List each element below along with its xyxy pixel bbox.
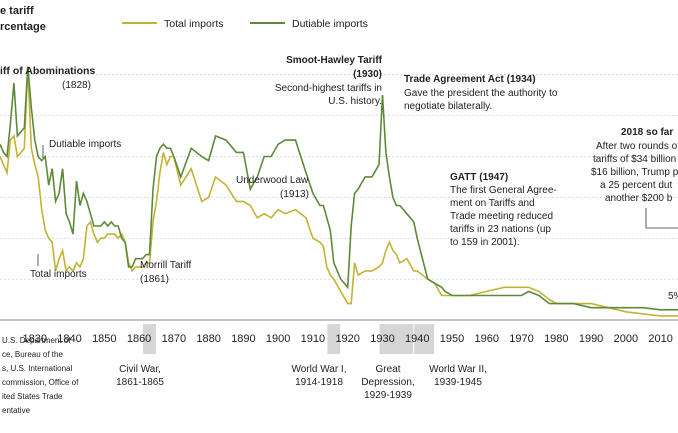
annotation-total-label: Total imports <box>30 269 87 280</box>
source-line-2: ce, Bureau of the <box>2 350 63 359</box>
x-tick-label: 1990 <box>579 333 603 345</box>
period-ww1-line1: World War I, <box>291 364 346 375</box>
shaded-period-1 <box>327 324 341 354</box>
annotation-2018-desc4: a 25 percent dut <box>600 180 672 191</box>
x-tick-label: 1870 <box>162 333 186 345</box>
annotation-smoot-desc2: U.S. history. <box>328 96 382 107</box>
period-depression-line2: Depression, <box>361 377 414 388</box>
x-tick-label: 1960 <box>475 333 499 345</box>
annotation-gatt-desc2: ment on Tariffs and <box>450 198 535 209</box>
annotation-abominations-year: (1828) <box>62 80 91 91</box>
annotation-2018-desc1: After two rounds of <box>596 141 678 152</box>
x-tick-label: 1830 <box>23 333 47 345</box>
period-ww1-line2: 1914-1918 <box>295 377 343 388</box>
period-civil-war-line2: 1861-1865 <box>116 377 164 388</box>
x-tick-label: 1950 <box>440 333 464 345</box>
x-tick-label: 1930 <box>370 333 394 345</box>
annotation-gatt-desc1: The first General Agree- <box>450 185 557 196</box>
x-tick-label: 1910 <box>301 333 325 345</box>
annotation-2018-desc5: another $200 b <box>605 193 673 204</box>
period-ww2-line2: 1939-1945 <box>434 377 482 388</box>
legend-total-label: Total imports <box>164 18 224 30</box>
x-tick-label: 1850 <box>92 333 116 345</box>
annotation-end-percent: 5% <box>668 291 678 302</box>
x-tick-label: 1970 <box>509 333 533 345</box>
annotation-gatt-title: GATT (1947) <box>450 172 508 183</box>
annotation-dutiable-label: Dutiable imports <box>49 139 121 150</box>
series-dutiable-imports-line <box>0 66 678 311</box>
annotation-smoot-year: (1930) <box>353 69 382 80</box>
period-depression-line1: Great <box>375 364 400 375</box>
shaded-period-3 <box>414 324 435 354</box>
annotation-gatt-desc3: Trade meeting reduced <box>450 211 553 222</box>
x-tick-label: 1890 <box>231 333 255 345</box>
shaded-period-2 <box>379 324 414 354</box>
x-tick-label: 2010 <box>648 333 672 345</box>
legend-dutiable-label: Dutiable imports <box>292 18 368 30</box>
shaded-period-0 <box>143 324 156 354</box>
x-tick-label: 1940 <box>405 333 429 345</box>
annotation-2018-leader <box>645 208 678 229</box>
x-tick-label: 1900 <box>266 333 290 345</box>
annotation-smoot-desc1: Second-highest tariffs in <box>275 83 382 94</box>
source-line-5: ited States Trade <box>2 392 63 401</box>
source-line-4: commission, Office of <box>2 378 79 387</box>
x-tick-label: 1920 <box>335 333 359 345</box>
annotation-underwood-line1: Underwood Law <box>236 175 309 186</box>
annotation-gatt-desc5: to 159 in 2001). <box>450 237 520 248</box>
chart-title-line-2: rcentage <box>0 21 46 33</box>
period-depression-line3: 1929-1939 <box>364 390 412 401</box>
annotation-2018-desc3: $16 billion, Trump p <box>591 167 678 178</box>
annotation-taa-desc2: negotiate bilaterally. <box>404 101 492 112</box>
x-tick-label: 1840 <box>57 333 81 345</box>
annotation-morrill-line2: (1861) <box>140 274 169 285</box>
chart-title-line-1: e tariff <box>0 5 34 17</box>
x-tick-label: 1880 <box>196 333 220 345</box>
annotation-abominations-title: iff of Abominations <box>0 65 95 77</box>
annotation-2018-title: 2018 so far <box>621 127 673 138</box>
annotation-smoot-title: Smoot-Hawley Tariff <box>286 55 383 66</box>
source-line-3: s, U.S. International <box>2 364 72 373</box>
source-line-1: U.S. Department of <box>2 336 71 345</box>
source-line-6: entative <box>2 406 31 415</box>
annotation-2018-desc2: tariffs of $34 billion <box>593 154 676 165</box>
annotation-underwood-line2: (1913) <box>280 189 309 200</box>
x-tick-label: 1980 <box>544 333 568 345</box>
annotation-taa-desc1: Gave the president the authority to <box>404 88 558 99</box>
x-tick-label: 1860 <box>127 333 151 345</box>
annotation-gatt-desc4: tariffs in 23 nations (up <box>450 224 551 235</box>
annotation-taa-title: Trade Agreement Act (1934) <box>404 74 536 85</box>
period-civil-war-line1: Civil War, <box>119 364 161 375</box>
period-ww2-line1: World War II, <box>429 364 487 375</box>
annotation-morrill-line1: Morrill Tariff <box>140 260 192 271</box>
x-tick-label: 2000 <box>614 333 638 345</box>
